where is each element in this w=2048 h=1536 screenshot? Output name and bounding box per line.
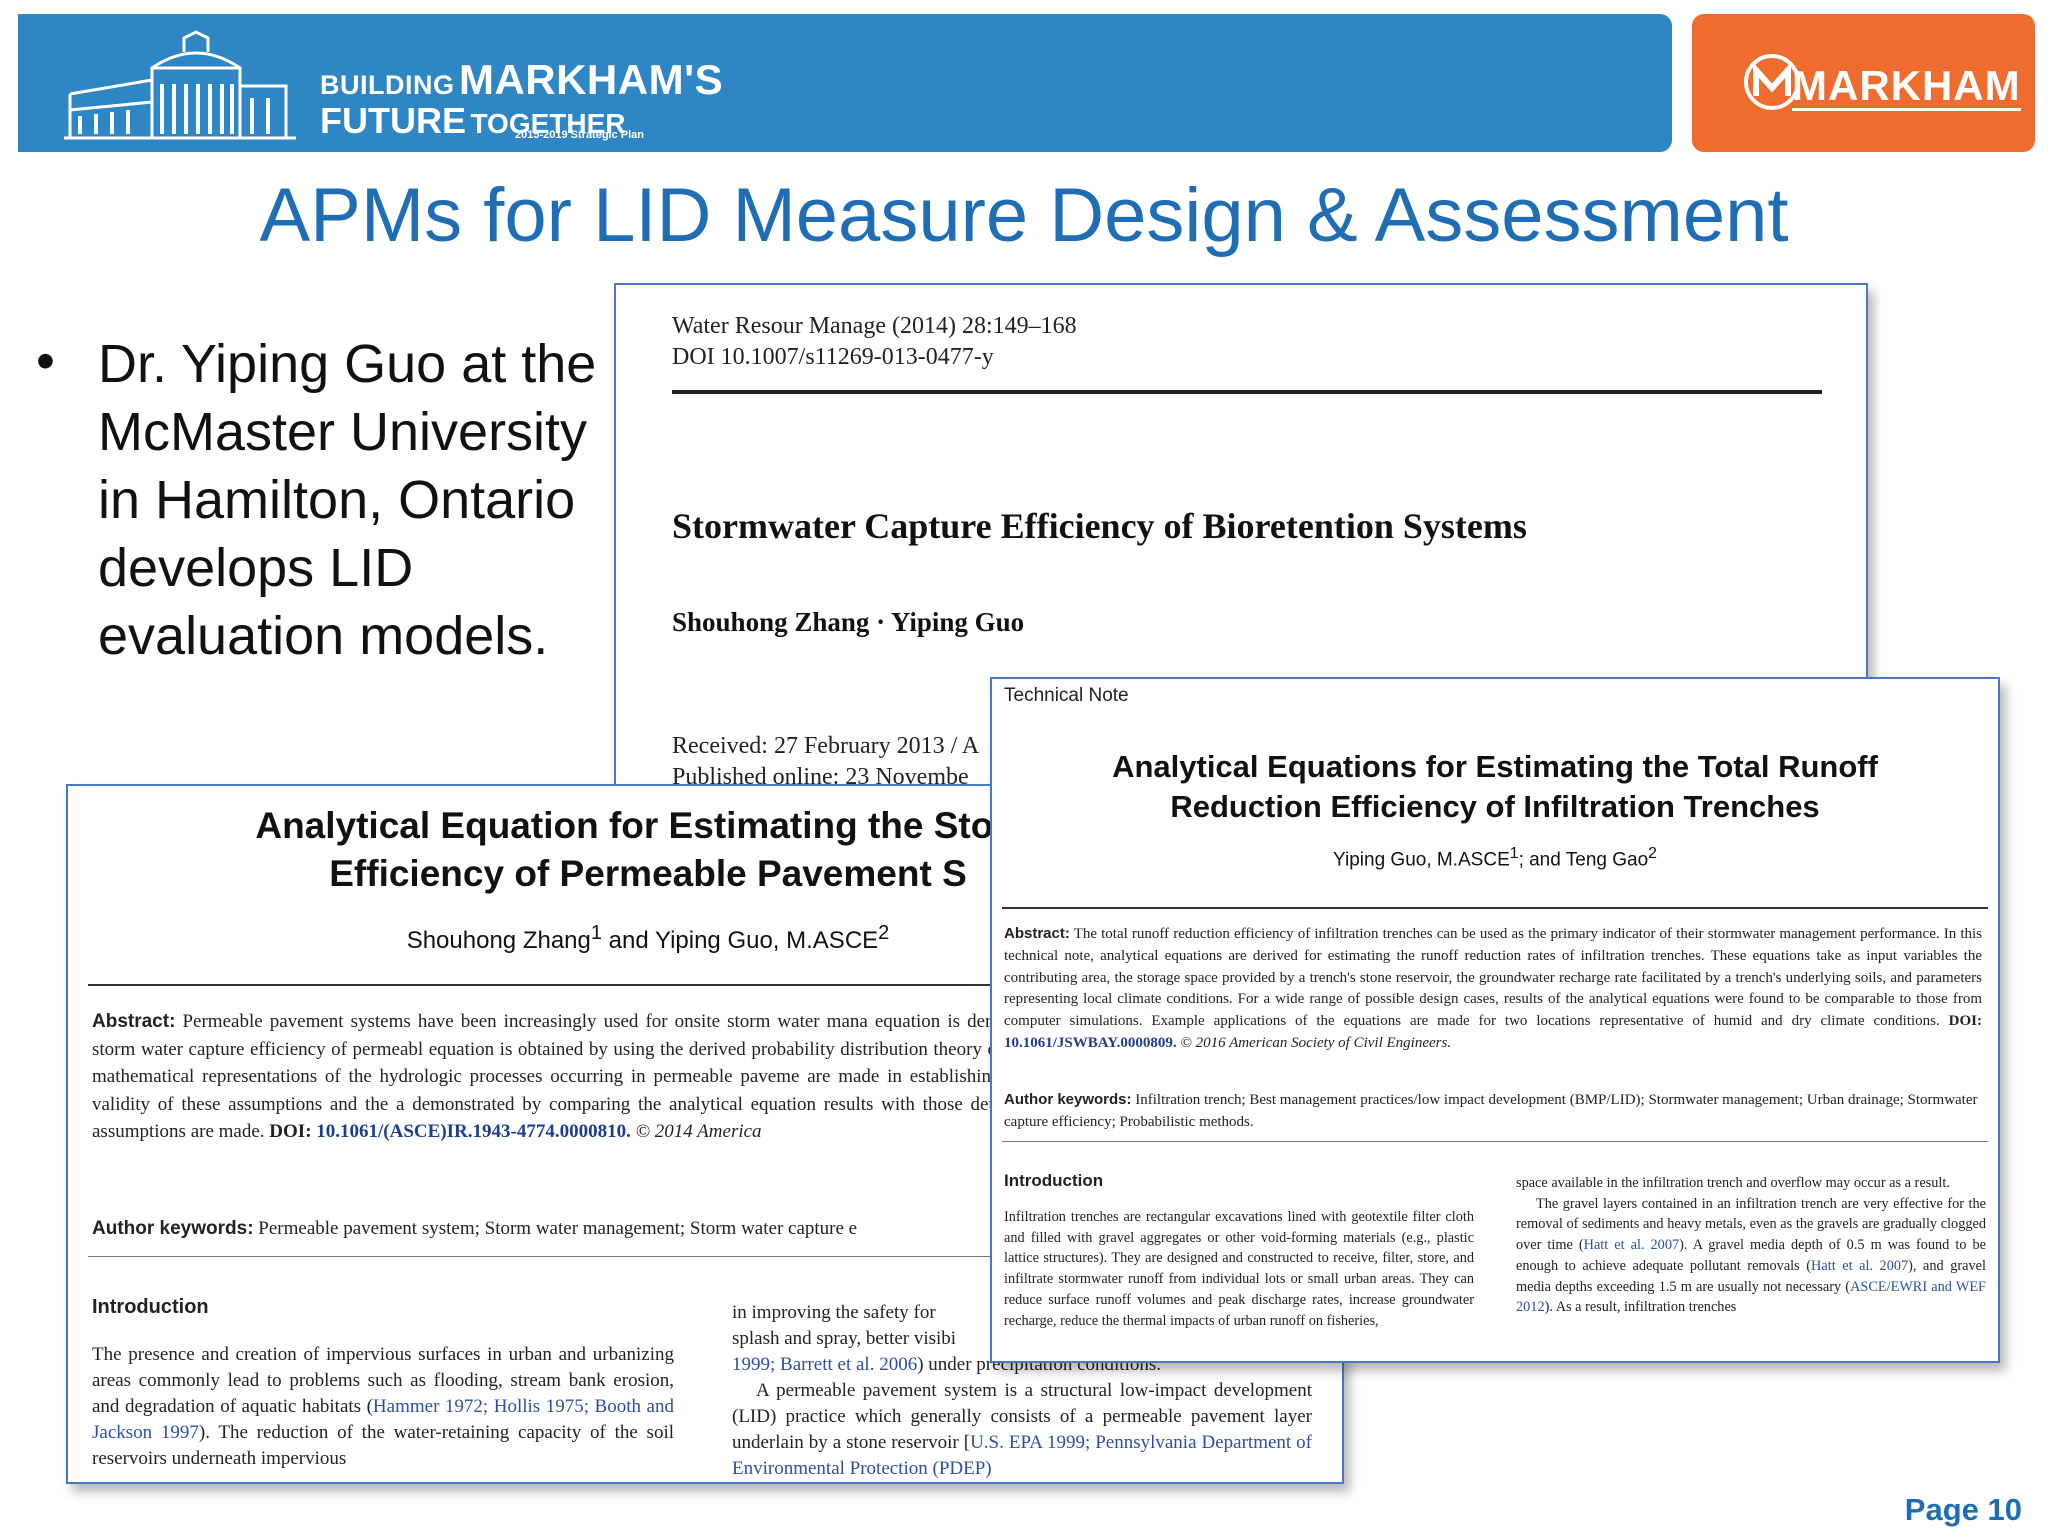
brand-line-1: BUILDING MARKHAM'S	[320, 56, 724, 103]
page-number: Page 10	[1904, 1492, 2022, 1527]
doi-label: DOI:	[1948, 1013, 1982, 1030]
brand-subtitle: 2015-2019 Strategic Plan	[515, 129, 645, 141]
paper-authors: Shouhong Zhang · Yiping Guo	[672, 607, 1025, 637]
intro-heading: Introduction	[1004, 1171, 1104, 1190]
affiliation-2: 2	[1648, 845, 1657, 862]
copyright: © 2014 America	[635, 1121, 762, 1142]
column-text: space available in the infiltration tren…	[1516, 1175, 1950, 1191]
affiliation-1: 1	[590, 922, 602, 944]
abstract-label: Abstract:	[1004, 925, 1070, 942]
doi-label: DOI:	[269, 1121, 312, 1142]
paper-title-line-1: Analytical Equations for Estimating the …	[1112, 749, 1878, 784]
paper-title-line-2: Efficiency of Permeable Pavement S	[329, 853, 967, 894]
author-keywords: Author keywords: Permeable pavement syst…	[92, 1218, 1322, 1240]
author-1: Shouhong Zhang	[406, 927, 591, 954]
copyright: © 2016 American Society of Civil Enginee…	[1180, 1034, 1452, 1051]
reference-link[interactable]: Hatt et al. 2007	[1811, 1257, 1909, 1274]
journal-doi: DOI 10.1007/s11269-013-0477-y	[672, 344, 994, 370]
paper-title-line-1: Analytical Equation for Estimating the S…	[255, 805, 1041, 846]
paper-title: Analytical Equations for Estimating the …	[992, 747, 1998, 827]
column-text: ), and gravel media depths exceeding 1.5…	[1516, 1257, 1986, 1295]
paper-authors: Shouhong Zhang1 and Yiping Guo, M.ASCE2	[68, 922, 1228, 955]
column-text: in improving the safety for	[732, 1302, 936, 1323]
author-1: Yiping Guo, M.ASCE	[1333, 849, 1510, 871]
reference-link[interactable]: Hatt et al. 2007	[1583, 1237, 1680, 1254]
keywords-text: Infiltration trench; Best management pra…	[1004, 1092, 1978, 1130]
column-text: ). A gravel media depth of 0.5 m was fou…	[1516, 1237, 1986, 1274]
reference-link[interactable]: ASCE/EWRI and WEF 2012	[1516, 1278, 1986, 1316]
author-keywords: Author keywords: Infiltration trench; Be…	[1004, 1089, 1982, 1134]
received-date: Received: 27 February 2013 / A	[672, 733, 980, 759]
paper-abstract: Abstract: The total runoff reduction eff…	[1004, 923, 1982, 1055]
paper-authors: Yiping Guo, M.ASCE1; and Teng Gao2	[992, 845, 1998, 871]
city-hall-building-icon	[64, 30, 296, 140]
affiliation-2: 2	[878, 922, 890, 944]
column-text: A permeable pavement system is a structu…	[732, 1380, 1312, 1453]
slide-title: APMs for LID Measure Design & Assessment	[259, 173, 1789, 258]
abstract-label: Abstract:	[92, 1011, 176, 1032]
column-text: splash and spray, better visibi	[732, 1328, 957, 1349]
reference-link[interactable]: 1999; Barrett et al. 2006	[732, 1354, 918, 1375]
abstract-text: The total runoff reduction efficiency of…	[1004, 926, 1982, 1030]
markham-wordmark: MARKHAM	[1792, 62, 2021, 111]
bullet-text: Dr. Yiping Guo at the McMaster Universit…	[98, 334, 597, 666]
reference-link[interactable]: U.S. EPA 1999; Pennsylvania Department o…	[732, 1432, 1313, 1479]
paper-title-line-2: Reduction Efficiency of Infiltration Tre…	[1170, 789, 1820, 824]
technical-note-label: Technical Note	[1004, 685, 1129, 706]
intro-heading: Introduction	[92, 1296, 209, 1318]
divider	[672, 390, 1822, 394]
paper-title: Stormwater Capture Efficiency of Biorete…	[672, 506, 1527, 546]
keywords-label: Author keywords:	[1004, 1091, 1132, 1108]
column-text: The gravel layers contained in an infilt…	[1516, 1195, 1986, 1254]
brand-line-2: FUTURE TOGETHER	[320, 100, 626, 141]
divider	[88, 1256, 1328, 1257]
header-banner: BUILDING MARKHAM'S FUTURE TOGETHER 2015-…	[18, 14, 1672, 152]
author-2: and Yiping Guo, M.ASCE	[602, 927, 879, 954]
keywords-label: Author keywords:	[92, 1218, 254, 1239]
journal-citation: Water Resour Manage (2014) 28:149–168	[672, 313, 1077, 339]
keywords-text: Permeable pavement system; Storm water m…	[258, 1218, 858, 1239]
reference-link[interactable]: Hammer 1972; Hollis 1975; Booth and Jack…	[92, 1396, 674, 1443]
divider	[88, 984, 1328, 986]
intro-text: ). The reduction of the water-retaining …	[92, 1422, 674, 1469]
intro-column-2: in improving the safety for splash and s…	[732, 1300, 1312, 1482]
intro-text: The presence and creation of impervious …	[92, 1344, 674, 1417]
intro-column-2: space available in the infiltration tren…	[1516, 1173, 1986, 1318]
paper-title: Analytical Equation for Estimating the S…	[68, 802, 1228, 898]
column-text: ). As a result, infiltration trenches	[1544, 1299, 1737, 1316]
affiliation-1: 1	[1509, 845, 1519, 862]
bullet-dot-icon: •	[36, 331, 55, 391]
paper-infiltration-trenches: Technical Note Analytical Equations for …	[990, 677, 2000, 1363]
divider	[1002, 907, 1988, 909]
author-2: ; and Teng Gao	[1518, 849, 1649, 871]
journal-meta: Water Resour Manage (2014) 28:149–168 DO…	[672, 311, 1077, 373]
city-logo-banner: MARKHAM	[1692, 14, 2035, 152]
divider	[1002, 1141, 1988, 1142]
intro-column-1: Infiltration trenches are rectangular ex…	[1004, 1209, 1474, 1329]
doi-link[interactable]: 10.1061/JSWBAY.0000809.	[1004, 1034, 1177, 1051]
markham-m-icon	[1744, 54, 1800, 110]
intro-column-1: The presence and creation of impervious …	[92, 1342, 674, 1472]
doi-link[interactable]: 10.1061/(ASCE)IR.1943-4774.0000810.	[316, 1121, 631, 1142]
